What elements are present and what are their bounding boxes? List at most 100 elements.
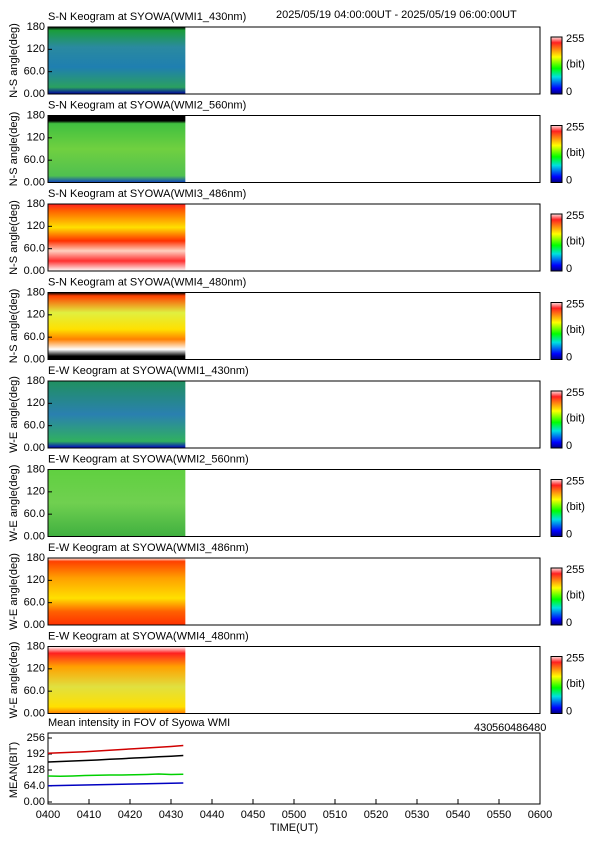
colorbar-max: 255	[566, 33, 584, 45]
y-tick-label: 180	[27, 286, 45, 298]
x-tick-label: 0400	[36, 809, 60, 821]
plot-frame	[47, 115, 541, 183]
x-tick-label: 0600	[528, 809, 552, 821]
colorbar	[550, 213, 563, 272]
colorbar	[550, 479, 563, 537]
colorbar-label: (bit)	[566, 58, 585, 70]
y-tick-label: 180	[27, 375, 45, 387]
series-line	[47, 744, 184, 754]
y-tick-label: 0.00	[24, 176, 45, 188]
colorbar-max: 255	[566, 387, 584, 399]
plot-frame	[47, 646, 541, 714]
legend-entry: 560	[492, 722, 510, 734]
y-tick-label: 60.0	[24, 508, 45, 520]
panel-title: S-N Keogram at SYOWA(WMI2_560nm)	[48, 99, 246, 111]
colorbar	[550, 36, 563, 95]
colorbar-label: (bit)	[566, 501, 585, 513]
panel-title: S-N Keogram at SYOWA(WMI3_486nm)	[48, 188, 246, 200]
y-tick-label: 0.00	[24, 796, 45, 808]
colorbar-max: 255	[566, 475, 584, 487]
keogram-image	[48, 204, 186, 271]
colorbar	[550, 390, 563, 449]
y-tick-label: 60.0	[24, 420, 45, 432]
colorbar-min: 0	[566, 263, 572, 275]
x-axis-label: TIME(UT)	[270, 822, 318, 834]
x-tick-label: 0410	[77, 809, 101, 821]
keogram-image	[48, 646, 186, 714]
keogram-image	[48, 558, 186, 625]
y-tick-label: 0.00	[24, 265, 45, 277]
y-tick-label: 0.00	[24, 442, 45, 454]
y-axis-label: W-E angle(deg)	[8, 376, 20, 453]
y-axis-label: W-E angle(deg)	[8, 553, 20, 630]
plot-frame	[47, 557, 541, 626]
y-tick-label: 180	[27, 21, 45, 33]
y-tick-label: 120	[27, 309, 45, 321]
y-tick-label: 0.00	[24, 530, 45, 542]
colorbar-min: 0	[566, 705, 572, 717]
y-tick-label: 180	[27, 109, 45, 121]
colorbar-min: 0	[566, 440, 572, 452]
y-tick-label: 180	[27, 640, 45, 652]
panel-title: S-N Keogram at SYOWA(WMI1_430nm)	[48, 11, 246, 23]
panel-title: Mean intensity in FOV of Syowa WMI	[48, 717, 230, 729]
x-tick-label: 0420	[118, 809, 142, 821]
keogram-image	[48, 381, 186, 448]
legend-entry: 486	[510, 722, 528, 734]
legend-entry: 480	[528, 722, 546, 734]
y-tick-label: 256	[27, 732, 45, 744]
y-tick-label: 60.0	[24, 66, 45, 78]
y-tick-label: 180	[27, 463, 45, 475]
y-tick-label: 60.0	[24, 685, 45, 697]
y-tick-label: 60.0	[24, 154, 45, 166]
panel-title: E-W Keogram at SYOWA(WMI3_486nm)	[48, 542, 249, 554]
series-line	[47, 782, 184, 787]
colorbar-label: (bit)	[566, 412, 585, 424]
x-tick-label: 0530	[405, 809, 429, 821]
plot-frame	[47, 732, 541, 805]
colorbar-label: (bit)	[566, 235, 585, 247]
colorbar-label: (bit)	[566, 589, 585, 601]
colorbar-min: 0	[566, 174, 572, 186]
time-range: 2025/05/19 04:00:00UT - 2025/05/19 06:00…	[276, 9, 517, 21]
keogram-image	[48, 292, 186, 360]
y-axis-label: N-S angle(deg)	[8, 289, 20, 364]
colorbar-label: (bit)	[566, 147, 585, 159]
y-tick-label: 192	[27, 748, 45, 760]
y-axis-label: N-S angle(deg)	[8, 112, 20, 187]
keogram-image	[48, 27, 186, 94]
colorbar-max: 255	[566, 121, 584, 133]
y-tick-label: 120	[27, 43, 45, 55]
colorbar-label: (bit)	[566, 678, 585, 690]
series-line	[47, 754, 184, 763]
colorbar	[550, 567, 563, 626]
x-tick-label: 0510	[323, 809, 347, 821]
colorbar-min: 0	[566, 86, 572, 98]
x-tick-label: 0500	[282, 809, 306, 821]
y-tick-label: 120	[27, 663, 45, 675]
keogram-image	[48, 115, 186, 183]
plot-frame	[47, 292, 541, 360]
plot-frame	[47, 380, 541, 449]
y-tick-label: 60.0	[24, 331, 45, 343]
y-tick-label: 60.0	[24, 243, 45, 255]
y-tick-label: 120	[27, 220, 45, 232]
y-tick-label: 180	[27, 552, 45, 564]
series-line	[47, 773, 184, 778]
plot-frame	[47, 469, 541, 537]
colorbar-min: 0	[566, 528, 572, 540]
y-tick-label: 0.00	[24, 353, 45, 365]
y-tick-label: 120	[27, 574, 45, 586]
colorbar	[550, 125, 563, 183]
colorbar	[550, 302, 563, 360]
y-axis-label: W-E angle(deg)	[8, 642, 20, 719]
colorbar-max: 255	[566, 652, 584, 664]
y-tick-label: 60.0	[24, 597, 45, 609]
legend-entry: 430	[474, 722, 492, 734]
colorbar-max: 255	[566, 564, 584, 576]
colorbar-max: 255	[566, 298, 584, 310]
y-tick-label: 180	[27, 198, 45, 210]
y-axis-label: N-S angle(deg)	[8, 200, 20, 275]
x-tick-label: 0430	[159, 809, 183, 821]
